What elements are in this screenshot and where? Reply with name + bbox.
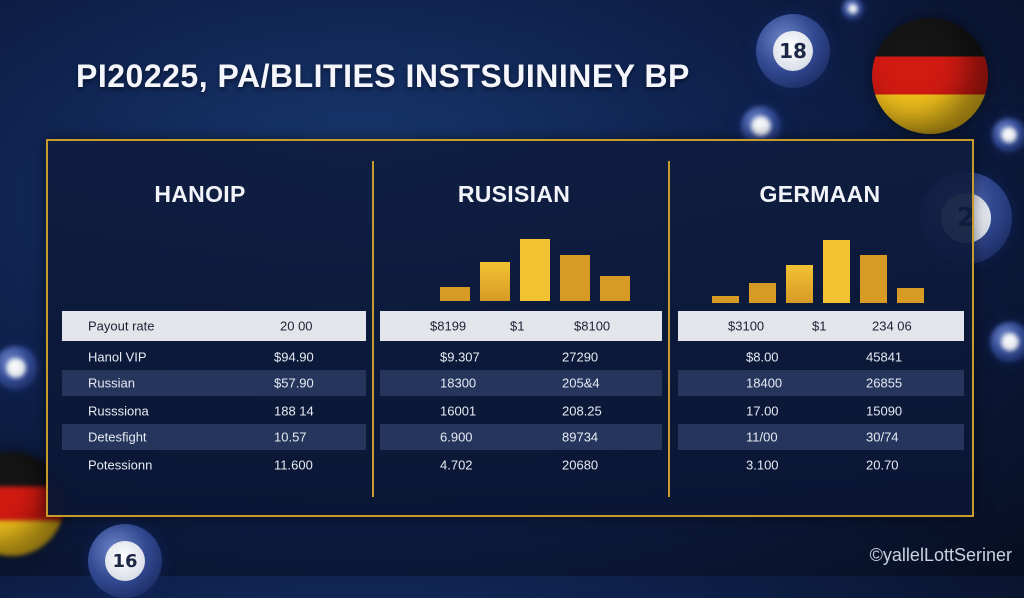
table-row: 16001 208.25 [380,398,662,424]
section-title: RUSISIAN [457,181,571,207]
row-value: 4.702 [440,457,473,473]
table-row: 11/00 30/74 [678,424,964,450]
row-value: 18300 [440,375,477,391]
row-value: 188 14 [274,403,314,419]
row-label: Potessionn [88,457,153,473]
row-value: 6.900 [440,429,473,445]
row-value: $8.00 [746,349,779,365]
section-divider [668,161,670,497]
row-value: 11.600 [274,457,313,473]
section-title: HANOIP [154,181,246,207]
bar-chart [712,221,924,303]
table-row: Russsiona 188 14 [62,398,366,424]
table-row: 3.100 20.70 [678,452,964,478]
section-german: GERMAAN $3100 $1 234 06 $8.00 45841 1840… [670,141,974,515]
row-value: 45841 [866,349,903,365]
row-value: $9.307 [440,349,480,365]
table-header-row: Payout rate 20 00 [62,311,366,341]
table-row: 17.00 15090 [678,398,964,424]
row-value: 27290 [562,349,599,365]
row-value: $57.90 [274,375,314,391]
chart-bar [560,255,590,301]
chart-bar [600,276,630,301]
row-value: 15090 [866,403,903,419]
table-row: Hanol VIP $94.90 [62,344,366,370]
header-cell: $8199 [430,318,467,334]
lottery-ball-icon: 18 [756,14,830,88]
table-row: 18400 26855 [678,370,964,396]
chart-bar [440,287,470,301]
row-value: 205&4 [562,375,600,391]
row-value: 208.25 [562,403,602,419]
header-cell: $1 [510,318,525,334]
section-russian: RUSISIAN $8199 $1 $8100 $9.307 27290 183… [374,141,668,515]
row-value: 20680 [562,457,599,473]
chart-bar [712,296,739,303]
section-divider [372,161,374,497]
header-cell: $1 [812,318,827,334]
chart-bar [897,288,924,303]
table-row: Detesfight 10.57 [62,424,366,450]
row-value: 16001 [440,403,477,419]
table-row: Russian $57.90 [62,370,366,396]
chart-bar [480,261,510,301]
row-value: 89734 [562,429,599,445]
chart-bar [860,255,887,303]
lottery-ball-icon [990,322,1024,362]
row-label: Russsiona [88,403,149,419]
header-cell: 234 06 [872,318,912,334]
row-label: Hanol VIP [88,349,147,365]
row-value: 30/74 [866,429,899,445]
comparison-panel: HANOIP Payout rate 20 00 Hanol VIP $94.9… [46,139,974,517]
row-value: 11/00 [746,429,778,445]
section-title: GERMAAN [759,181,881,207]
table-row: $9.307 27290 [380,344,662,370]
row-value: 10.57 [274,429,307,445]
row-label: Detesfight [88,429,147,445]
table-row: 4.702 20680 [380,452,662,478]
lottery-ball-icon [0,346,38,390]
lottery-ball-icon [842,0,864,20]
header-cell: $8100 [574,318,611,334]
table-row: 18300 205&4 [380,370,662,396]
chart-bar [823,239,850,303]
chart-bar [520,238,550,301]
bar-chart [440,221,630,301]
chart-bar [786,265,813,303]
section-hanoi: HANOIP Payout rate 20 00 Hanol VIP $94.9… [48,141,372,515]
table-row: 6.900 89734 [380,424,662,450]
table-row: Potessionn 11.600 [62,452,366,478]
german-flag-ball-icon [872,18,988,134]
row-value: 18400 [746,375,783,391]
header-cell: 20 00 [280,318,313,334]
row-value: $94.90 [274,349,314,365]
row-value: 26855 [866,375,903,391]
table-header-row: $8199 $1 $8100 [380,311,662,341]
header-cell: Payout rate [88,318,155,334]
row-value: 17.00 [746,403,779,419]
lottery-ball-icon [992,118,1024,152]
page-title: PI20225, PA/BLITIES INSTSUININEY BP [76,58,690,94]
table-row: $8.00 45841 [678,344,964,370]
table-header-row: $3100 $1 234 06 [678,311,964,341]
ball-number: 18 [773,31,813,71]
ball-number: 16 [105,541,145,581]
row-value: 20.70 [866,457,899,473]
row-value: 3.100 [746,457,779,473]
brand-watermark: ©yallelLottSeriner [869,545,1012,565]
chart-bar [749,283,776,303]
row-label: Russian [88,375,135,391]
lottery-ball-icon: 16 [88,524,162,598]
header-cell: $3100 [728,318,765,334]
